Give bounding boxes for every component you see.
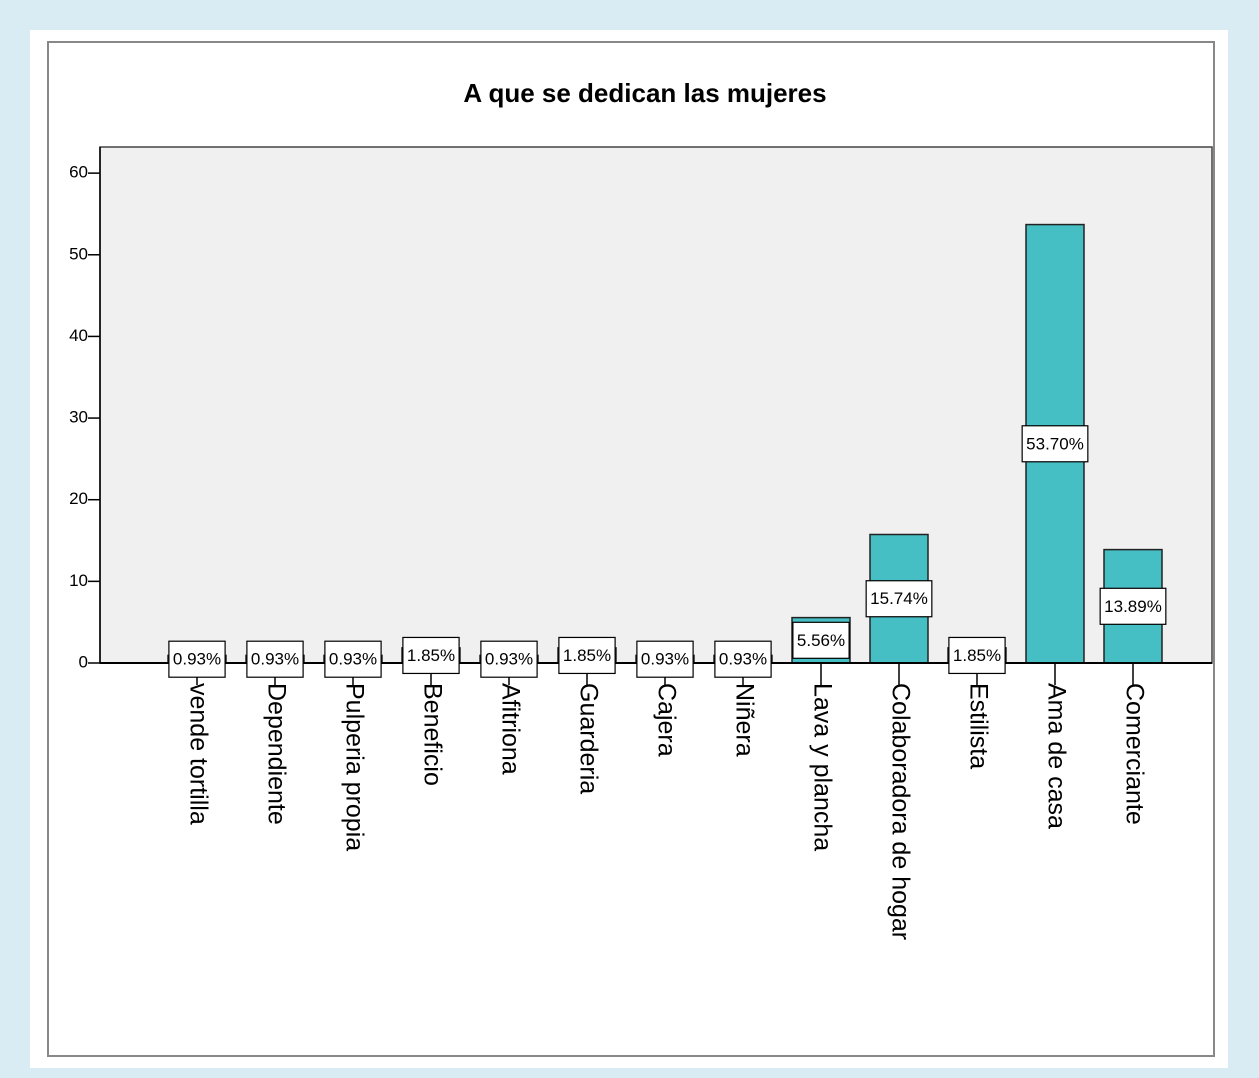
x-tick-label: Cajera xyxy=(652,683,680,757)
value-label: 5.56% xyxy=(797,631,845,650)
value-label: 15.74% xyxy=(870,589,928,608)
value-label: 0.93% xyxy=(719,650,767,669)
value-label-box xyxy=(402,636,460,675)
x-tick-label: Niñera xyxy=(730,683,758,757)
x-tick-label: Colaboradora de hogar xyxy=(886,683,914,940)
y-tick-label: 30 xyxy=(69,408,88,427)
value-label-box xyxy=(1021,425,1089,463)
value-label-box xyxy=(246,640,304,678)
y-tick-label: 20 xyxy=(69,489,88,508)
value-label-box xyxy=(1099,587,1167,625)
x-tick-label: Estilista xyxy=(964,683,992,769)
value-label-box xyxy=(636,640,694,678)
value-label: 13.89% xyxy=(1104,597,1162,616)
x-tick-label: Dependiente xyxy=(262,683,290,825)
value-label: 0.93% xyxy=(329,650,377,669)
y-tick-label: 40 xyxy=(69,326,88,345)
value-label-box xyxy=(168,640,226,678)
value-label: 0.93% xyxy=(251,650,299,669)
value-label: 1.85% xyxy=(407,646,455,665)
y-tick-label: 50 xyxy=(69,244,88,263)
value-label: 1.85% xyxy=(563,646,611,665)
value-label: 1.85% xyxy=(953,646,1001,665)
value-label-box xyxy=(324,640,382,678)
x-tick-label: Beneficio xyxy=(418,683,446,786)
y-tick-label: 0 xyxy=(79,652,88,671)
value-label-box xyxy=(558,636,616,675)
x-tick-label: Comerciante xyxy=(1120,683,1148,825)
value-label: 0.93% xyxy=(641,650,689,669)
value-label: 53.70% xyxy=(1026,434,1084,453)
y-tick-label: 10 xyxy=(69,571,88,590)
value-label-box xyxy=(865,580,933,618)
x-tick-label: vende tortilla xyxy=(184,683,212,825)
x-tick-label: Lava y plancha xyxy=(808,683,836,851)
value-label-box xyxy=(792,621,850,659)
chart-title: A que se dedican las mujeres xyxy=(463,78,826,108)
x-tick-label: Guarderia xyxy=(574,683,602,794)
value-label: 0.93% xyxy=(485,650,533,669)
x-tick-label: Afitriona xyxy=(496,683,524,775)
value-label-box xyxy=(714,640,772,678)
value-label-box xyxy=(480,640,538,678)
value-label-box xyxy=(948,636,1006,675)
x-tick-label: Ama de casa xyxy=(1042,683,1070,829)
x-tick-label: Pulperia propia xyxy=(340,683,368,851)
value-label: 0.93% xyxy=(173,650,221,669)
y-tick-label: 60 xyxy=(69,163,88,182)
